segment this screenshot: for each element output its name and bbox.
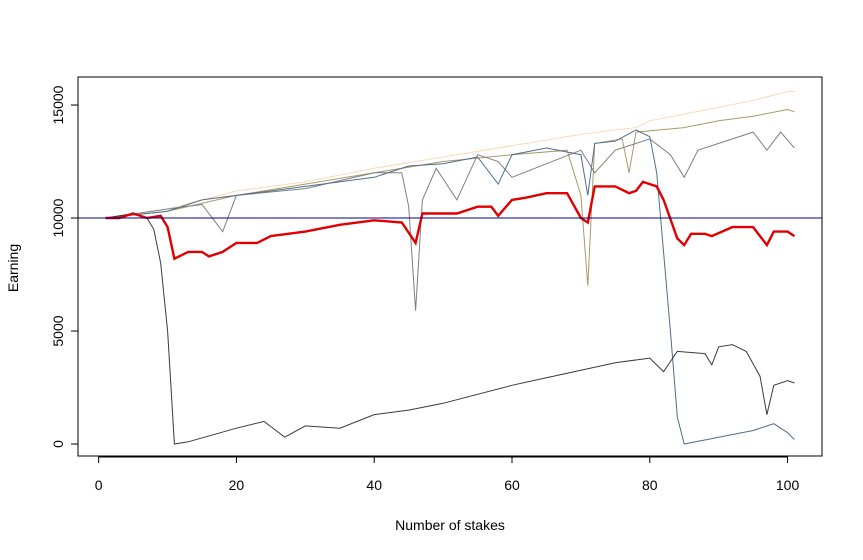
series-line <box>105 129 795 445</box>
y-tick-label: 0 <box>50 440 66 448</box>
x-tick-label: 0 <box>95 477 103 493</box>
x-tick-label: 80 <box>642 477 658 493</box>
x-tick-label: 60 <box>504 477 520 493</box>
plot-frame <box>77 76 823 457</box>
y-tick-label: 15000 <box>50 85 66 124</box>
x-axis-label: Number of stakes <box>395 517 505 533</box>
series-line <box>105 212 795 445</box>
series-line <box>105 108 795 286</box>
y-tick-label: 5000 <box>50 315 66 346</box>
x-tick-label: 20 <box>229 477 245 493</box>
y-axis-label: Earning <box>5 244 21 292</box>
y-tick-label: 10000 <box>50 198 66 237</box>
series-line <box>105 91 795 219</box>
x-tick-label: 40 <box>366 477 382 493</box>
series-line <box>105 131 795 311</box>
series-line <box>105 180 796 261</box>
x-tick-label: 100 <box>776 477 800 493</box>
